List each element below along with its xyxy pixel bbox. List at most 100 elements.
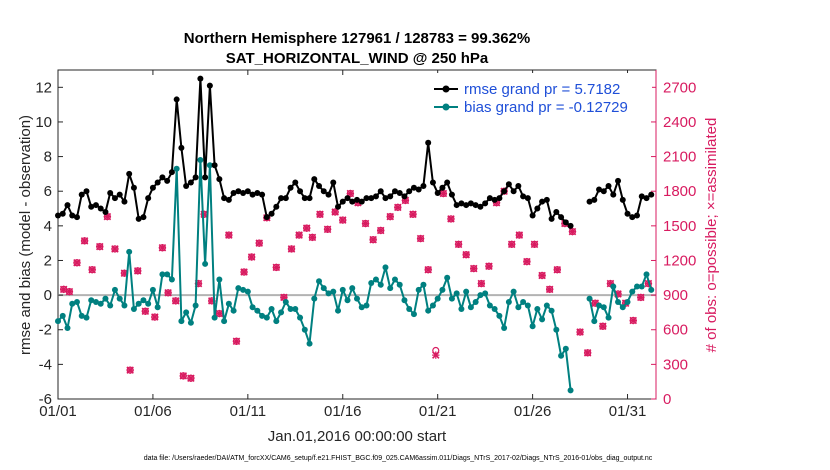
bias-marker: [59, 312, 66, 319]
legend-bias-marker: [442, 103, 450, 111]
bias-marker: [192, 302, 199, 309]
bias-marker: [401, 297, 408, 304]
rmse-marker: [591, 196, 598, 203]
bias-marker: [225, 300, 232, 307]
bias-marker: [391, 276, 398, 283]
obs-assimilated-marker: [530, 240, 539, 249]
y2-tick-label: 0: [663, 391, 671, 408]
y2-tick-label: 1200: [663, 252, 696, 269]
rmse-marker: [553, 208, 560, 215]
bias-marker: [368, 279, 375, 286]
bias-marker: [363, 302, 370, 309]
bias-marker: [543, 302, 550, 309]
obs-assimilated-marker: [133, 267, 142, 275]
obs-assimilated-marker: [599, 322, 607, 331]
rmse-marker: [453, 202, 460, 209]
obs-assimilated-marker: [538, 271, 546, 280]
bias-marker: [634, 283, 641, 290]
bias-marker: [178, 318, 185, 325]
bias-marker: [268, 305, 275, 312]
bias-marker: [140, 297, 147, 304]
rmse-marker: [638, 193, 645, 200]
y-tick-label: 10: [35, 114, 52, 131]
legend: rmse grand pr = 5.7182 bias grand pr = -…: [430, 73, 652, 117]
bias-marker: [453, 290, 460, 297]
bias-marker: [539, 316, 546, 323]
obs-assimilated-marker: [295, 231, 303, 239]
rmse-marker: [510, 188, 517, 195]
obs-assimilated-marker: [247, 253, 256, 261]
bias-marker: [482, 290, 489, 297]
rmse-marker: [410, 184, 417, 191]
bias-marker: [145, 300, 152, 307]
x-tick-label: 01/31: [609, 403, 647, 420]
rmse-marker: [320, 188, 327, 195]
rmse-marker: [382, 195, 389, 202]
bias-marker: [415, 286, 422, 293]
bias-marker: [216, 276, 223, 283]
obs-assimilated-marker: [409, 210, 417, 219]
y2-tick-label: 2700: [663, 79, 696, 96]
obs-assimilated-marker: [141, 307, 150, 316]
bias-marker: [562, 345, 569, 352]
bias-marker: [69, 300, 76, 307]
y2-tick-label: 900: [663, 287, 688, 304]
bias-marker: [121, 302, 128, 309]
rmse-marker: [183, 183, 190, 190]
y2-tick-label: 300: [663, 356, 688, 373]
rmse-marker: [406, 188, 413, 195]
obs-assimilated-marker: [386, 212, 394, 221]
bias-marker: [501, 325, 508, 332]
rmse-marker: [648, 191, 655, 198]
obs-assimilated-marker: [151, 313, 159, 321]
obs-assimilated-marker: [179, 372, 188, 380]
rmse-marker: [135, 215, 142, 222]
obs-assimilated-marker: [255, 239, 263, 247]
rmse-marker: [202, 174, 209, 181]
rmse-marker: [197, 75, 204, 82]
rmse-marker: [88, 203, 95, 210]
bias-marker: [259, 312, 266, 319]
bias-marker: [116, 295, 123, 302]
rmse-marker: [254, 189, 261, 196]
rmse-marker: [548, 215, 555, 222]
bias-marker: [382, 264, 389, 271]
y-axis-label: rmse and bias (model - observation): [17, 115, 34, 355]
bias-marker: [320, 285, 327, 292]
bias-marker: [349, 285, 356, 292]
rmse-marker: [558, 214, 565, 221]
legend-rmse-marker: [442, 85, 450, 93]
rmse-marker: [448, 191, 455, 198]
rmse-marker: [491, 196, 498, 203]
bias-marker: [387, 285, 394, 292]
bias-marker: [548, 307, 555, 314]
legend-box: [430, 73, 652, 117]
obs-assimilated-marker: [545, 285, 554, 294]
rmse-marker: [415, 186, 422, 193]
obs-assimilated-marker: [323, 225, 332, 234]
bias-marker: [344, 297, 351, 304]
rmse-marker: [206, 82, 213, 89]
bias-marker: [254, 307, 261, 314]
rmse-marker: [211, 162, 218, 169]
rmse-marker: [562, 219, 569, 226]
obs-assimilated-marker: [331, 208, 339, 216]
obs-assimilated-marker: [416, 234, 425, 243]
rmse-marker: [610, 191, 617, 198]
bias-marker: [83, 314, 90, 321]
bias-marker: [55, 318, 61, 325]
bias-marker: [311, 295, 318, 302]
bias-marker: [126, 248, 133, 255]
bias-marker: [505, 299, 512, 306]
bias-marker: [496, 312, 503, 319]
bias-marker: [596, 302, 603, 309]
rmse-marker: [126, 170, 133, 177]
legend-bias-label: bias grand pr = -0.12729: [464, 99, 628, 116]
rmse-marker: [619, 196, 626, 203]
obs-assimilated-marker: [515, 231, 524, 239]
bias-marker: [278, 309, 285, 316]
obs-assimilated-marker: [158, 244, 167, 252]
rmse-marker: [192, 174, 199, 181]
bias-marker: [240, 286, 247, 293]
obs-assimilated-marker: [447, 215, 455, 223]
